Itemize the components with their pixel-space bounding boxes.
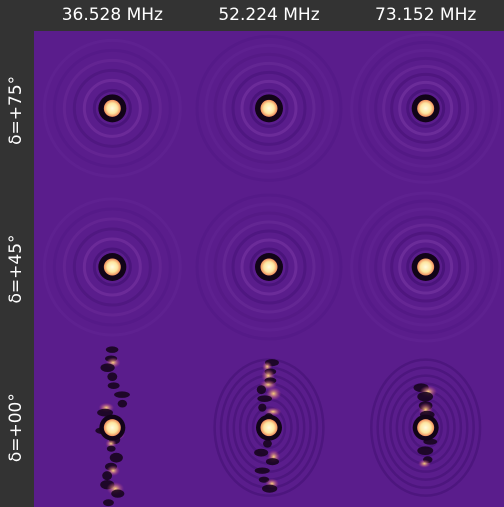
streak-dark (263, 440, 272, 448)
streak-dark (262, 485, 277, 493)
source (417, 100, 434, 117)
source (417, 259, 434, 276)
streak-dark (100, 363, 114, 372)
panel (44, 40, 180, 176)
streak-dark (266, 458, 279, 465)
column-header: 36.528 MHz (62, 5, 163, 25)
source (104, 419, 121, 436)
streak-dark (107, 446, 116, 452)
column-header: 52.224 MHz (218, 5, 319, 25)
streak-dark (107, 372, 117, 381)
streak-dark (110, 453, 123, 463)
source (261, 419, 278, 436)
streak-dark (108, 382, 120, 389)
streak-dark (254, 449, 268, 457)
streak-dark (106, 346, 118, 352)
streak-dark (255, 468, 270, 474)
streak-dark (118, 400, 128, 408)
row-label: δ=+00° (6, 393, 26, 462)
panels (44, 34, 499, 506)
streak-dark (417, 446, 433, 455)
streak-dark (102, 471, 112, 480)
streak-bright (418, 460, 431, 468)
source (261, 259, 278, 276)
streak-dark (257, 385, 266, 394)
streak-dark (103, 499, 114, 506)
streak-dark (257, 395, 272, 402)
source (417, 419, 434, 436)
source (104, 100, 121, 117)
row-label: δ=+75° (6, 76, 26, 145)
source (261, 100, 278, 117)
streak-dark (114, 391, 130, 397)
row-label: δ=+45° (6, 234, 26, 303)
panel (44, 199, 180, 335)
streak-dark (111, 490, 124, 498)
source (104, 259, 121, 276)
column-header: 73.152 MHz (375, 5, 476, 25)
streak-dark (417, 392, 433, 402)
figure: 36.528 MHz 52.224 MHz 73.152 MHz δ=+75° δ=+4… (0, 0, 504, 507)
